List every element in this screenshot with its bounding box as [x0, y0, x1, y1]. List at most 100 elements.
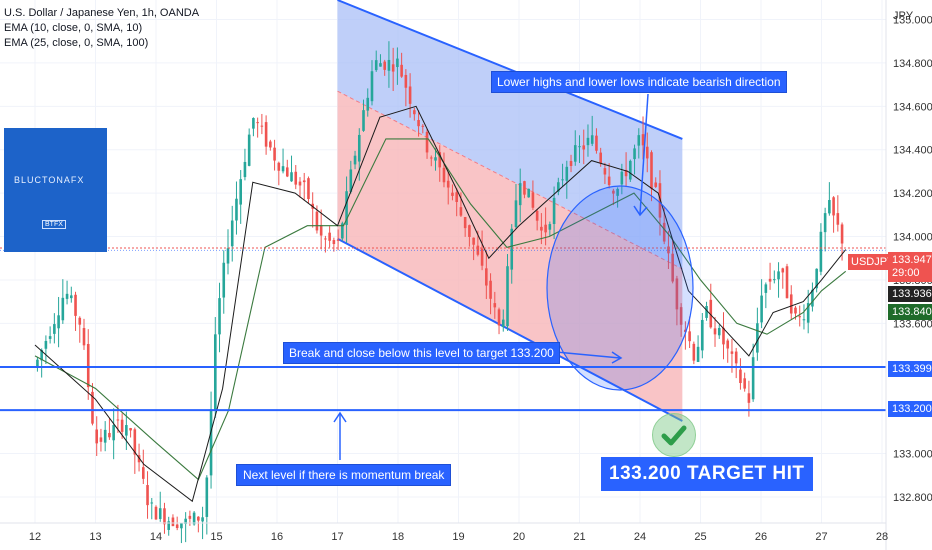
candle-body: [48, 336, 52, 339]
candle-body: [624, 169, 628, 177]
candle-body: [777, 271, 780, 280]
brand-badge: BTFX: [42, 220, 66, 229]
bearish-channel: [337, 0, 683, 422]
candle-body: [353, 155, 357, 165]
candle-body: [269, 141, 272, 148]
candle-body: [637, 135, 641, 146]
target-hit-annotation[interactable]: 133.200 TARGET HIT: [601, 457, 813, 491]
candle-body: [218, 298, 221, 335]
candle-body: [667, 246, 670, 254]
candle-body: [167, 521, 171, 530]
candle-body: [662, 222, 666, 242]
candle-body: [493, 303, 497, 308]
candle-body: [154, 506, 158, 520]
candle-body: [840, 224, 844, 244]
candle-body: [298, 181, 302, 186]
candle-body: [531, 192, 535, 208]
candle-body: [565, 166, 569, 181]
candle-body: [569, 160, 573, 166]
symbol-title[interactable]: U.S. Dollar / Japanese Yen, 1h, OANDA: [4, 7, 200, 19]
candle-body: [391, 64, 395, 72]
candle-body: [684, 329, 687, 333]
candle-body: [281, 166, 285, 172]
candle-body: [141, 467, 145, 479]
time-axis[interactable]: 121314151617181920212425262728May2: [0, 522, 932, 543]
ema-slow-line: [34, 138, 847, 481]
candle-body: [36, 359, 39, 367]
candle-body: [717, 327, 721, 336]
time-tick-label: 14: [150, 531, 162, 543]
break-close-annotation[interactable]: Break and close below this level to targ…: [283, 342, 560, 364]
candle-body: [328, 232, 331, 241]
candle-body: [125, 425, 128, 436]
bar-countdown: 29:00: [892, 267, 920, 279]
time-tick-label: 18: [392, 531, 404, 543]
annotation-arrows: [333, 93, 649, 460]
candle-body: [44, 340, 48, 349]
candle-body: [345, 191, 348, 225]
candle-body: [802, 319, 806, 321]
candle-body: [645, 146, 649, 159]
time-tick-label: 28: [876, 531, 888, 543]
candle-body: [82, 328, 86, 346]
candle-body: [252, 118, 255, 129]
price-tick-label: 132.800: [893, 492, 932, 504]
time-tick-label: 20: [513, 531, 525, 543]
candle-body: [463, 216, 467, 229]
candle-body: [497, 309, 501, 326]
ema-10-legend[interactable]: EMA (10, close, 0, SMA, 10): [4, 22, 143, 34]
channel-upper-zone: [337, 0, 683, 270]
candle-body: [357, 134, 361, 162]
candle-body: [434, 157, 437, 161]
channel-upper-line[interactable]: [337, 0, 683, 140]
candle-body: [188, 515, 192, 519]
candle-body: [472, 237, 475, 245]
candle-body: [806, 303, 810, 323]
candle-body: [421, 125, 425, 127]
candle-body: [53, 324, 56, 334]
candle-body: [222, 262, 226, 298]
candle-body: [832, 197, 835, 216]
ema-fast-badge: 133.936: [888, 286, 932, 302]
candle-body: [413, 110, 416, 115]
candle-body: [91, 391, 94, 424]
candle-body: [794, 307, 797, 314]
channel-lower-line[interactable]: [337, 237, 683, 422]
candle-body: [468, 225, 471, 237]
time-tick-label: 19: [452, 531, 464, 543]
candle-body: [679, 307, 683, 325]
candle-body: [489, 280, 492, 299]
candle-body: [696, 346, 700, 362]
candle-body: [226, 248, 230, 264]
candle-body: [781, 268, 785, 273]
candle-body: [332, 240, 336, 245]
candle-body: [764, 284, 768, 293]
candle-body: [811, 289, 814, 307]
ema-25-legend[interactable]: EMA (25, close, 0, SMA, 100): [4, 37, 149, 49]
candle-body: [773, 279, 776, 281]
candle-body: [442, 167, 446, 183]
price-tick-label: 134.000: [893, 232, 932, 244]
candle-body: [197, 516, 200, 521]
candle-body: [429, 157, 433, 159]
candle-body: [595, 135, 598, 151]
candle-body: [641, 134, 645, 146]
candle-body: [180, 523, 183, 529]
brand-name: BLUCTONAFX: [14, 175, 85, 185]
bearish-direction-annotation[interactable]: Lower highs and lower lows indicate bear…: [491, 71, 787, 93]
level1-badge: 133.399: [888, 361, 932, 377]
candle-body: [552, 197, 556, 225]
last-price-value: 133.947: [892, 254, 932, 266]
candle-body: [785, 266, 789, 299]
candle-body: [400, 64, 403, 77]
candle-body: [370, 71, 374, 102]
candle-body: [722, 327, 725, 345]
candle-body: [116, 419, 120, 421]
time-tick-label: 21: [573, 531, 585, 543]
candle-body: [387, 59, 391, 71]
candle-body: [768, 278, 772, 282]
next-level-annotation[interactable]: Next level if there is momentum break: [236, 464, 452, 486]
candle-body: [315, 211, 319, 231]
candle-body: [438, 152, 442, 168]
